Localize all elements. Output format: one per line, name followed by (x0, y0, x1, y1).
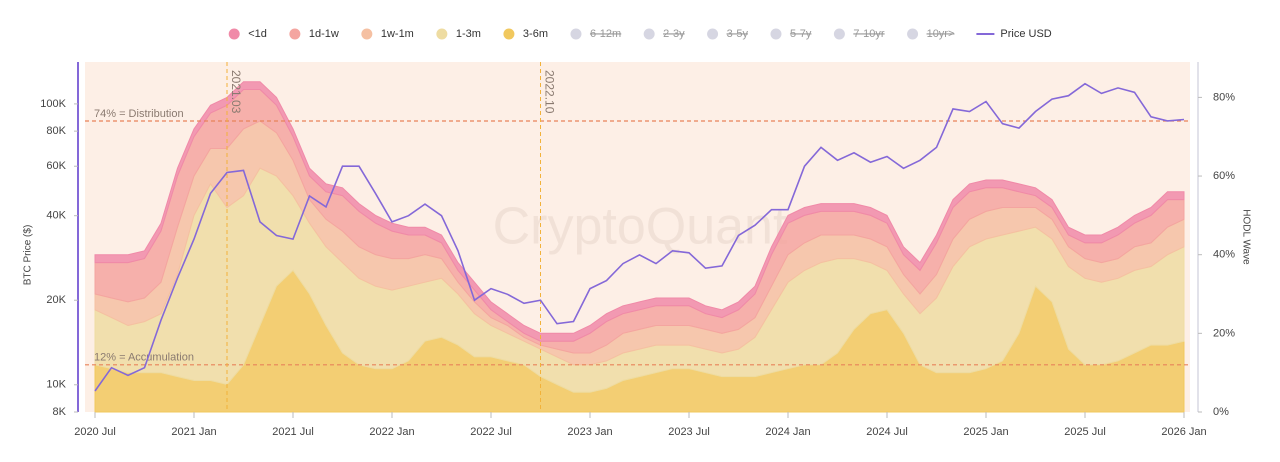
x-tick-label: 2024 Jan (765, 426, 810, 438)
legend-label: <1d (248, 28, 267, 40)
legend-swatch (228, 28, 240, 40)
legend-item[interactable]: 7-10yr (833, 28, 885, 40)
legend-swatch (770, 28, 782, 40)
price-line (94, 82, 1185, 392)
legend-item[interactable]: <1d (228, 28, 267, 40)
x-tick-label: 2025 Jan (963, 426, 1008, 438)
y2-tick-label: 80% (1213, 91, 1235, 103)
legend-label: Price USD (1000, 28, 1051, 40)
legend-item[interactable]: Price USD (976, 28, 1052, 40)
y-tick-label: 10K (46, 379, 66, 391)
reference-label: 12% = Accumulation (94, 352, 194, 364)
x-tick-label: 2022 Jul (470, 426, 512, 438)
y2-tick-label: 0% (1213, 406, 1229, 418)
x-tick-label: 2023 Jan (567, 426, 612, 438)
watermark: CryptoQuant (493, 198, 788, 256)
x-tick-label: 2024 Jul (866, 426, 908, 438)
legend-swatch (643, 28, 655, 40)
legend-item[interactable]: 1w-1m (361, 28, 414, 40)
x-tick-label: 2021 Jul (272, 426, 314, 438)
y2-axis-title: HODL Wave (1240, 209, 1251, 265)
y2-tick-label: 20% (1213, 327, 1235, 339)
y-tick-label: 20K (46, 294, 66, 306)
y-tick-label: 80K (46, 125, 66, 137)
x-tick-label: 2021 Jan (171, 426, 216, 438)
legend-swatch (361, 28, 373, 40)
legend-item[interactable]: 1-3m (436, 28, 481, 40)
x-tick-label: 2025 Jul (1064, 426, 1106, 438)
x-tick-label: 2022 Jan (369, 426, 414, 438)
legend-item[interactable]: 10yr> (907, 28, 954, 40)
y-tick-label: 100K (40, 98, 66, 110)
legend-label: 3-6m (523, 28, 548, 40)
reference-label: 2022.10 (542, 70, 556, 114)
legend-swatch (907, 28, 919, 40)
legend-item[interactable]: 1d-1w (289, 28, 339, 40)
x-tick-label: 2026 Jan (1161, 426, 1206, 438)
x-tick-label: 2020 Jul (74, 426, 116, 438)
legend-swatch (289, 28, 301, 40)
reference-label: 2021.03 (229, 70, 243, 114)
y2-tick-label: 40% (1213, 249, 1235, 261)
legend-swatch (503, 28, 515, 40)
reference-label: 74% = Distribution (94, 108, 184, 120)
y-tick-label: 8K (53, 406, 67, 418)
y2-tick-label: 60% (1213, 170, 1235, 182)
legend-item[interactable]: 6-12m (570, 28, 621, 40)
legend-item[interactable]: 3-5y (707, 28, 748, 40)
legend-swatch (707, 28, 719, 40)
x-tick-label: 2023 Jul (668, 426, 710, 438)
legend-item[interactable]: 2-3y (643, 28, 685, 40)
legend-swatch (570, 28, 582, 40)
legend-item[interactable]: 5-7y (770, 28, 812, 40)
legend-label: 1w-1m (381, 28, 414, 40)
y-tick-label: 60K (46, 160, 66, 172)
legend-swatch (833, 28, 845, 40)
y-axis-title: BTC Price ($) (23, 225, 34, 286)
legend-label: 1d-1w (309, 28, 339, 40)
legend-swatch (436, 28, 448, 40)
y-tick-label: 40K (46, 210, 66, 222)
legend-label: 1-3m (456, 28, 481, 40)
legend-item[interactable]: 3-6m (503, 28, 548, 40)
legend: <1d 1d-1w 1w-1m 1-3m 3-6m 6-12m 2-3y 3-5y 5-7y 7-… (228, 28, 1052, 40)
